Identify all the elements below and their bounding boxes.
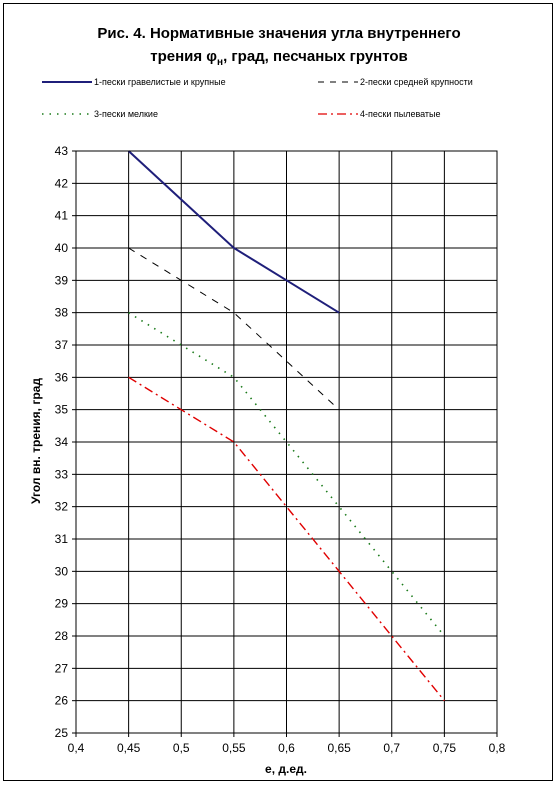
y-tick-label: 39: [55, 273, 69, 287]
y-tick-label: 35: [55, 403, 69, 417]
series-lines: [127, 150, 446, 702]
legend-label-3: 3-пески мелкие: [94, 109, 158, 119]
chart-title-line2-pre: трения φ: [150, 48, 218, 65]
y-tick-label: 25: [55, 726, 69, 740]
y-axis-label: Угол вн. трения, град: [29, 378, 43, 504]
x-tick-label: 0,4: [68, 741, 85, 755]
chart-title-line2-post: , град, песчаных грунтов: [223, 48, 408, 65]
x-tick-label: 0,75: [433, 741, 457, 755]
x-tick-label: 0,5: [173, 741, 190, 755]
legend-label-4: 4-пески пылеватые: [360, 109, 441, 119]
legend-label-1: 1-пески гравелистые и крупные: [94, 77, 226, 87]
chart-title-line2: трения φн, град, песчаных грунтов: [0, 45, 558, 74]
chart-title-line1: Рис. 4. Нормативные значения угла внутре…: [97, 25, 461, 42]
legend-item-3: 3-пески мелкие: [42, 108, 242, 120]
legend-item-2: 2-пески средней крупности: [318, 76, 538, 88]
plot-area-border: [75, 150, 498, 734]
legend-swatch-1: [42, 81, 92, 83]
x-tick-label: 0,55: [222, 741, 246, 755]
axes: [72, 150, 498, 737]
y-tick-label: 33: [55, 467, 69, 481]
chart-frame: [3, 3, 553, 781]
chart-title: Рис. 4. Нормативные значения угла внутре…: [0, 22, 558, 74]
y-tick-label: 27: [55, 661, 69, 675]
x-tick-label: 0,7: [383, 741, 400, 755]
legend-item-4: 4-пески пылеватые: [318, 108, 518, 120]
y-tick-label: 34: [55, 435, 69, 449]
x-axis-label: е, д.ед.: [265, 762, 307, 776]
legend-swatch-3: [42, 113, 90, 115]
y-tick-label: 40: [55, 241, 69, 255]
y-tick-label: 38: [55, 306, 69, 320]
grid-lines: [75, 150, 498, 734]
series-line-1: [127, 150, 340, 314]
y-tick-label: 36: [55, 370, 69, 384]
x-tick-label: 0,45: [117, 741, 141, 755]
x-tick-label: 0,65: [327, 741, 351, 755]
legend-item-1: 1-пески гравелистые и крупные: [42, 76, 292, 88]
x-tick-label: 0,6: [278, 741, 295, 755]
legend-label-2: 2-пески средней крупности: [360, 77, 473, 87]
y-tick-label: 28: [55, 629, 69, 643]
y-tick-label: 30: [55, 564, 69, 578]
y-tick-label: 29: [55, 597, 69, 611]
x-tick-label: 0,8: [489, 741, 506, 755]
y-tick-label: 42: [55, 176, 69, 190]
y-tick-label: 26: [55, 694, 69, 708]
chart-title-line2-sub: н: [217, 57, 224, 68]
series-line-4: [128, 376, 445, 702]
y-tick-label: 32: [55, 500, 69, 514]
y-tick-label: 31: [55, 532, 69, 546]
y-tick-label: 37: [55, 338, 69, 352]
legend-swatch-4: [318, 113, 358, 115]
tick-labels: 0,4 0,45 0,5 0,55 0,6 0,65 0,7 0,75 0,8 25 26 27 28 2…: [55, 144, 506, 755]
y-tick-label: 43: [55, 144, 69, 158]
y-tick-label: 41: [55, 209, 69, 223]
